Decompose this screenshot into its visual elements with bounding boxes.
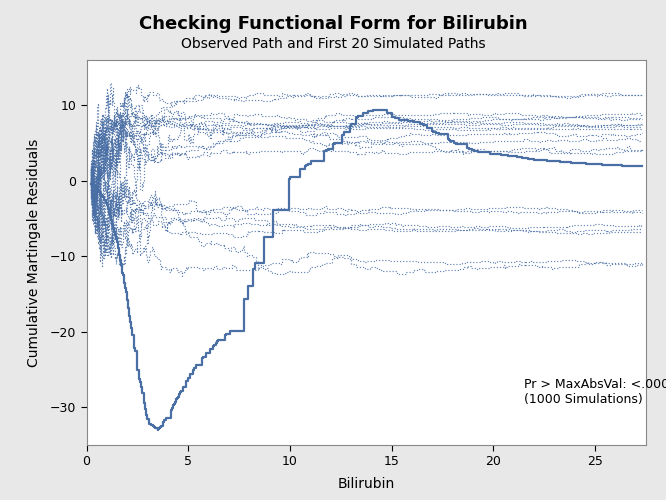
Text: Checking Functional Form for Bilirubin: Checking Functional Form for Bilirubin xyxy=(139,15,527,33)
Text: Pr > MaxAbsVal: <.0001
(1000 Simulations): Pr > MaxAbsVal: <.0001 (1000 Simulations… xyxy=(524,378,666,406)
Y-axis label: Cumulative Martingale Residuals: Cumulative Martingale Residuals xyxy=(27,138,41,366)
Text: Observed Path and First 20 Simulated Paths: Observed Path and First 20 Simulated Pat… xyxy=(180,38,486,52)
X-axis label: Bilirubin: Bilirubin xyxy=(338,477,395,491)
